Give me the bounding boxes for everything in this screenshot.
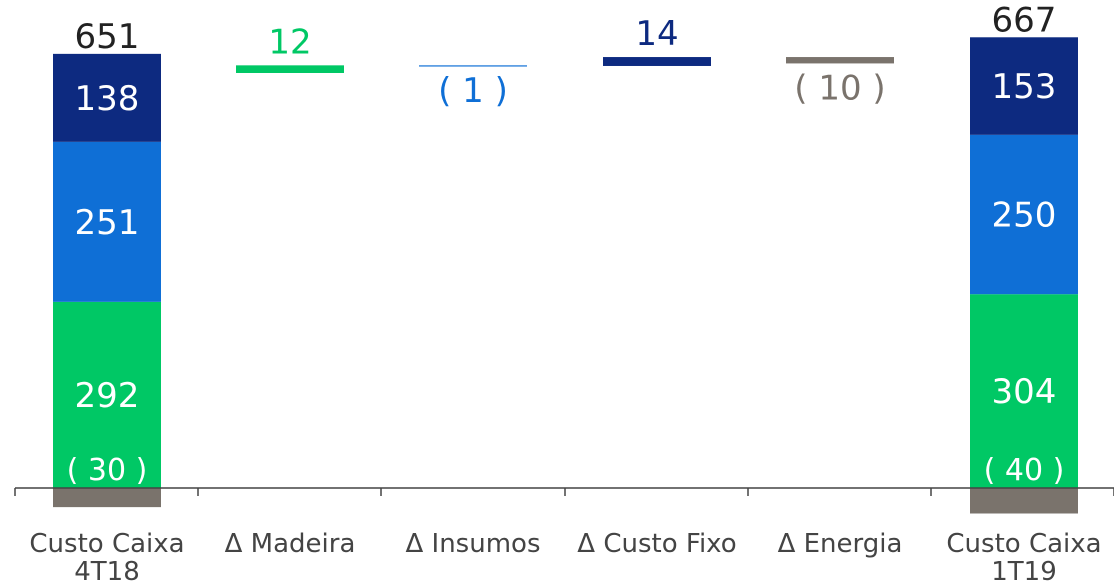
bar-segment-madeira-custo-caixa-4t18 [53,301,161,488]
delta-label-energia: ( 10 ) [794,68,885,108]
segment-label-madeira-custo-caixa-4t18: 292 [75,376,140,416]
bar-segment-custo-fixo-custo-caixa-4t18 [53,53,161,142]
chart-labels: ( 30 ) 292 251 138 651 ( 40 ) 304 250 153 667 12 ( … [29,0,1101,587]
chart-marks [53,37,1078,514]
segment-label-insumos-custo-caixa-1t19: 250 [992,196,1057,236]
bar-segment-madeira-custo-caixa-1t19 [970,294,1078,488]
delta-bar-custo-fixo [603,57,711,66]
x-axis [14,487,1114,496]
tick-label-custo-fixo: Δ Custo Fixo [577,529,736,559]
delta-bar-madeira [236,65,344,73]
delta-bar-insumos [419,65,527,67]
segment-label-madeira-custo-caixa-1t19: 304 [992,372,1057,412]
delta-label-custo-fixo: 14 [635,14,678,54]
tick-label-energia: Δ Energia [778,529,903,559]
tick-label-custo-caixa-1t19: Custo Caixa 1T19 [946,529,1101,587]
delta-label-madeira: 12 [268,22,311,62]
bar-segment-custo-fixo-custo-caixa-1t19 [970,37,1078,135]
segment-label-insumos-custo-caixa-4t18: 251 [75,203,140,243]
bar-segment-insumos-custo-caixa-1t19 [970,134,1078,295]
segment-label-custo-fixo-custo-caixa-4t18: 138 [75,79,140,119]
total-label-custo-caixa-4t18: 651 [75,17,140,57]
tick-label-madeira: Δ Madeira [225,529,356,559]
delta-label-insumos: ( 1 ) [438,71,508,111]
tick-label-insumos: Δ Insumos [405,529,540,559]
tick-label-custo-caixa-4t18: Custo Caixa 4T18 [29,529,184,587]
segment-label-custo-fixo-custo-caixa-1t19: 153 [992,67,1057,107]
delta-bar-energia [786,57,894,64]
segment-label-energia-custo-caixa-1t19: ( 40 ) [984,453,1065,488]
segment-label-energia-custo-caixa-4t18: ( 30 ) [67,453,148,488]
bar-segment-insumos-custo-caixa-4t18 [53,141,161,302]
total-label-custo-caixa-1t19: 667 [992,0,1057,40]
